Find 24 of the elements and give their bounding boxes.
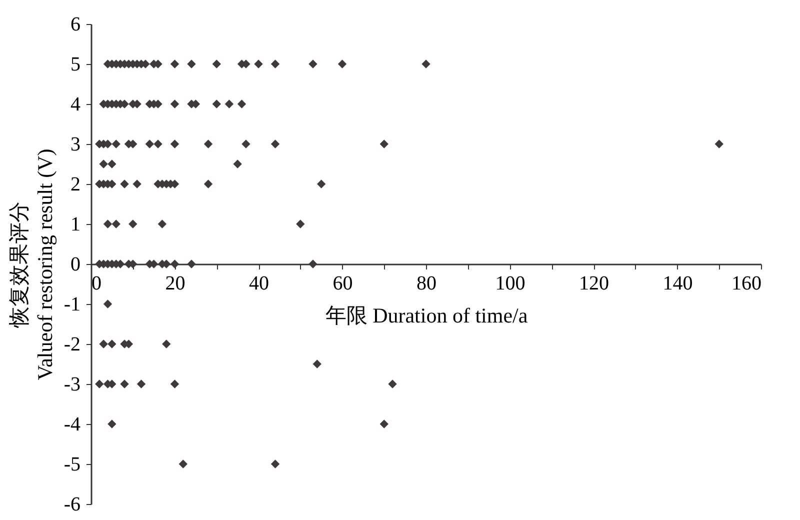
y-tick-label: 0: [70, 254, 80, 276]
y-tick-label: -1: [64, 294, 80, 316]
y-tick-label: -2: [64, 334, 80, 356]
y-tick-label: 4: [70, 94, 80, 116]
y-tick-label: 3: [70, 134, 80, 156]
y-tick-label: 2: [70, 174, 80, 196]
y-tick-label: -4: [64, 414, 80, 436]
y-tick-label: -3: [64, 374, 80, 396]
x-tick-label: 40: [249, 272, 269, 294]
x-tick-label: 120: [579, 272, 609, 294]
y-tick-label: -5: [64, 454, 80, 476]
x-tick-label: 160: [732, 272, 762, 294]
y-tick-label: 5: [70, 54, 80, 76]
y-axis-title: 恢复效果评分 Valueof restoring result (V): [6, 148, 57, 380]
y-tick-label: 1: [70, 214, 80, 236]
x-axis-title: 年限 Duration of time/a: [325, 304, 528, 328]
x-tick-label: 60: [332, 272, 353, 294]
x-tick-label: 0: [92, 272, 102, 294]
x-tick-label: 140: [662, 272, 693, 294]
x-tick-label: 100: [495, 272, 526, 294]
x-tick-label: 20: [165, 272, 186, 294]
y-tick-label: -6: [64, 494, 80, 516]
x-tick-label: 80: [416, 272, 436, 294]
y-tick-label: 6: [70, 14, 80, 36]
